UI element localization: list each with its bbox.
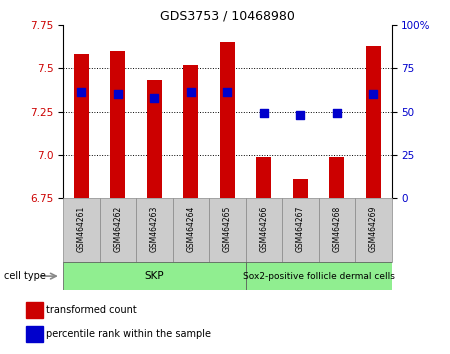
Text: GSM464269: GSM464269	[369, 206, 378, 252]
Text: GSM464267: GSM464267	[296, 206, 305, 252]
Text: GSM464264: GSM464264	[186, 206, 195, 252]
Bar	[74, 54, 89, 198]
Point	[260, 110, 267, 116]
Point	[151, 95, 158, 101]
Bar	[136, 198, 172, 262]
Bar	[26, 326, 43, 342]
Bar	[246, 198, 282, 262]
Bar	[220, 42, 234, 198]
Bar	[329, 156, 344, 198]
Text: transformed count: transformed count	[46, 305, 137, 315]
Bar	[63, 262, 246, 290]
Text: cell type: cell type	[4, 271, 46, 281]
Point	[114, 91, 122, 97]
Bar	[209, 198, 246, 262]
Point	[224, 90, 231, 95]
Text: Sox2-positive follicle dermal cells: Sox2-positive follicle dermal cells	[243, 272, 395, 281]
Bar	[319, 198, 355, 262]
Text: GSM464262: GSM464262	[113, 206, 122, 252]
Bar	[282, 198, 319, 262]
Bar	[110, 51, 125, 198]
Bar	[184, 65, 198, 198]
Text: GSM464261: GSM464261	[77, 206, 86, 252]
Bar	[366, 46, 381, 198]
Bar	[63, 198, 99, 262]
Bar	[99, 198, 136, 262]
Text: GSM464268: GSM464268	[332, 206, 341, 252]
Point	[187, 90, 194, 95]
Bar	[26, 302, 43, 318]
Text: GSM464265: GSM464265	[223, 206, 232, 252]
Bar	[246, 262, 392, 290]
Bar	[147, 80, 162, 198]
Bar	[256, 156, 271, 198]
Text: percentile rank within the sample: percentile rank within the sample	[46, 329, 211, 339]
Bar	[293, 179, 307, 198]
Bar	[355, 198, 392, 262]
Text: GSM464263: GSM464263	[150, 206, 159, 252]
Point	[297, 112, 304, 118]
Text: SKP: SKP	[144, 271, 164, 281]
Text: GSM464266: GSM464266	[259, 206, 268, 252]
Title: GDS3753 / 10468980: GDS3753 / 10468980	[160, 9, 295, 22]
Point	[333, 110, 340, 116]
Point	[369, 91, 377, 97]
Point	[78, 90, 85, 95]
Bar	[172, 198, 209, 262]
